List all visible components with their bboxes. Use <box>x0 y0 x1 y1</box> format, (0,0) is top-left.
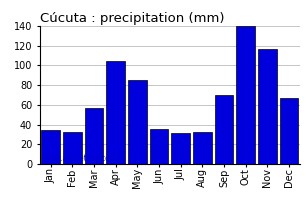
Bar <box>128 80 147 164</box>
Bar <box>171 133 190 164</box>
Bar <box>85 108 103 164</box>
Bar <box>237 26 255 164</box>
Bar <box>193 132 211 164</box>
Bar <box>150 129 168 164</box>
Text: Cúcuta : precipitation (mm): Cúcuta : precipitation (mm) <box>40 12 224 25</box>
Bar <box>63 132 81 164</box>
Bar <box>41 130 60 164</box>
Bar <box>280 98 298 164</box>
Bar <box>106 60 125 164</box>
Bar <box>215 95 233 164</box>
Bar <box>258 49 277 164</box>
Text: www.allmetsat.com: www.allmetsat.com <box>42 154 118 163</box>
